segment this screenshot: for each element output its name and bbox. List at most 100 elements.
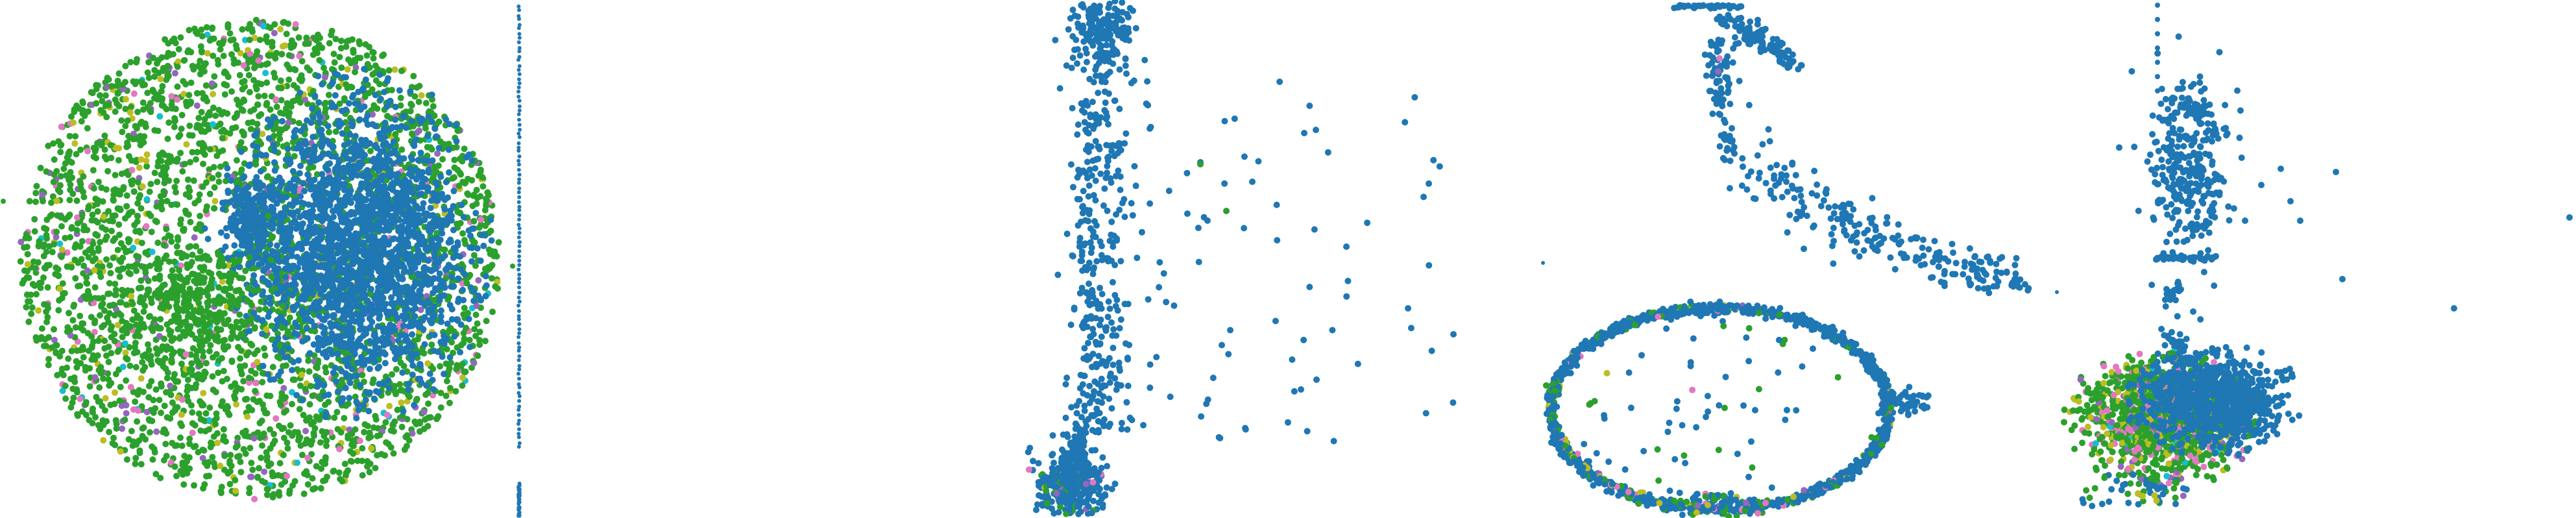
- scatter-point: [361, 152, 369, 158]
- scatter-point: [228, 51, 235, 58]
- scatter-point: [217, 163, 224, 170]
- scatter-point: [233, 157, 240, 164]
- scatter-point: [30, 258, 37, 265]
- scatter-point: [107, 269, 114, 277]
- scatter-point: [79, 99, 86, 106]
- scatter-point: [104, 167, 112, 175]
- scatter-point: [123, 456, 130, 463]
- scatter-point: [102, 395, 109, 402]
- scatter-point: [171, 184, 178, 191]
- scatter-point: [261, 468, 268, 475]
- scatter-point: [113, 425, 120, 432]
- scatter-point: [251, 34, 258, 42]
- scatter-point: [66, 211, 73, 218]
- scatter-point: [217, 487, 225, 495]
- scatter-point: [212, 112, 219, 119]
- scatter-point: [345, 401, 352, 408]
- scatter-point: [40, 274, 47, 281]
- scatter-point: [370, 55, 377, 62]
- scatter-point: [297, 193, 304, 200]
- scatter-point: [62, 382, 69, 389]
- scatter-point: [189, 429, 196, 436]
- scatter-point: [90, 240, 97, 247]
- scatter-point: [71, 256, 79, 264]
- scatter-point: [417, 361, 423, 367]
- scatter-point: [430, 386, 437, 393]
- scatter-point: [88, 314, 95, 321]
- scatter-point: [35, 307, 42, 314]
- scatter-point: [263, 392, 271, 399]
- scatter-point: [151, 169, 158, 177]
- scatter-point: [286, 76, 293, 83]
- scatter-point: [237, 458, 244, 465]
- scatter-point: [128, 167, 136, 173]
- scatter-point: [365, 43, 372, 51]
- scatter-point: [254, 474, 261, 481]
- scatter-point: [352, 69, 358, 75]
- scatter-point: [374, 105, 381, 112]
- scatter-point: [472, 262, 479, 269]
- scatter-point: [202, 82, 210, 89]
- scatter-point: [45, 362, 52, 369]
- scatter-point: [77, 395, 84, 402]
- scatter-point: [250, 396, 257, 403]
- scatter-point: [77, 178, 84, 185]
- scatter-point: [350, 450, 357, 457]
- scatter-point: [427, 144, 434, 151]
- scatter-point: [94, 352, 101, 359]
- scatter-point: [471, 326, 478, 333]
- scatter-point: [356, 40, 363, 47]
- scatter-point: [247, 473, 254, 480]
- scatter-point: [121, 79, 128, 86]
- scatter-point: [175, 45, 182, 53]
- scatter-point: [37, 164, 44, 171]
- scatter-point: [110, 434, 117, 441]
- scatter-point: [304, 481, 311, 488]
- scatter-point: [358, 360, 365, 367]
- scatter-point: [86, 383, 93, 390]
- scatter-point: [259, 330, 266, 338]
- scatter-point: [289, 482, 296, 489]
- scatter-point: [210, 164, 217, 171]
- scatter-point: [413, 129, 420, 136]
- scatter-point: [193, 90, 200, 97]
- scatter-point: [456, 253, 463, 260]
- scatter-point: [215, 171, 222, 179]
- scatter-point: [66, 197, 73, 204]
- scatter-point: [363, 52, 371, 59]
- scatter-point: [341, 95, 348, 102]
- scatter-point: [335, 324, 343, 331]
- scatter-point: [100, 375, 107, 382]
- scatter-point: [114, 90, 121, 97]
- scatter-point: [364, 141, 371, 148]
- scatter-point: [158, 88, 165, 95]
- scatter-point: [301, 188, 308, 195]
- scatter-point: [264, 486, 271, 493]
- scatter-point: [138, 375, 145, 382]
- scatter-point: [294, 459, 300, 466]
- scatter-point: [259, 378, 266, 386]
- scatter-point: [195, 410, 202, 417]
- scatter-point: [441, 206, 448, 213]
- scatter-point: [387, 321, 394, 328]
- scatter-point: [184, 376, 191, 383]
- scatter-point: [206, 37, 213, 44]
- scatter-point: [367, 147, 374, 154]
- scatter-point: [98, 184, 105, 191]
- scatter-point: [402, 124, 409, 131]
- scatter-point: [256, 36, 263, 43]
- scatter-point: [407, 101, 415, 108]
- scatter-point: [483, 203, 490, 209]
- scatter-point: [122, 169, 129, 177]
- scatter-point: [53, 197, 60, 204]
- scatter-point: [254, 101, 261, 108]
- scatter-point: [177, 34, 184, 41]
- scatter-point: [232, 395, 239, 402]
- scatter-point: [483, 282, 490, 289]
- scatter-point: [385, 441, 392, 447]
- scatter-point: [225, 470, 232, 477]
- scatter-point: [69, 317, 77, 324]
- scatter-point: [232, 487, 239, 495]
- scatter-point: [253, 86, 260, 93]
- scatter-point: [411, 140, 418, 147]
